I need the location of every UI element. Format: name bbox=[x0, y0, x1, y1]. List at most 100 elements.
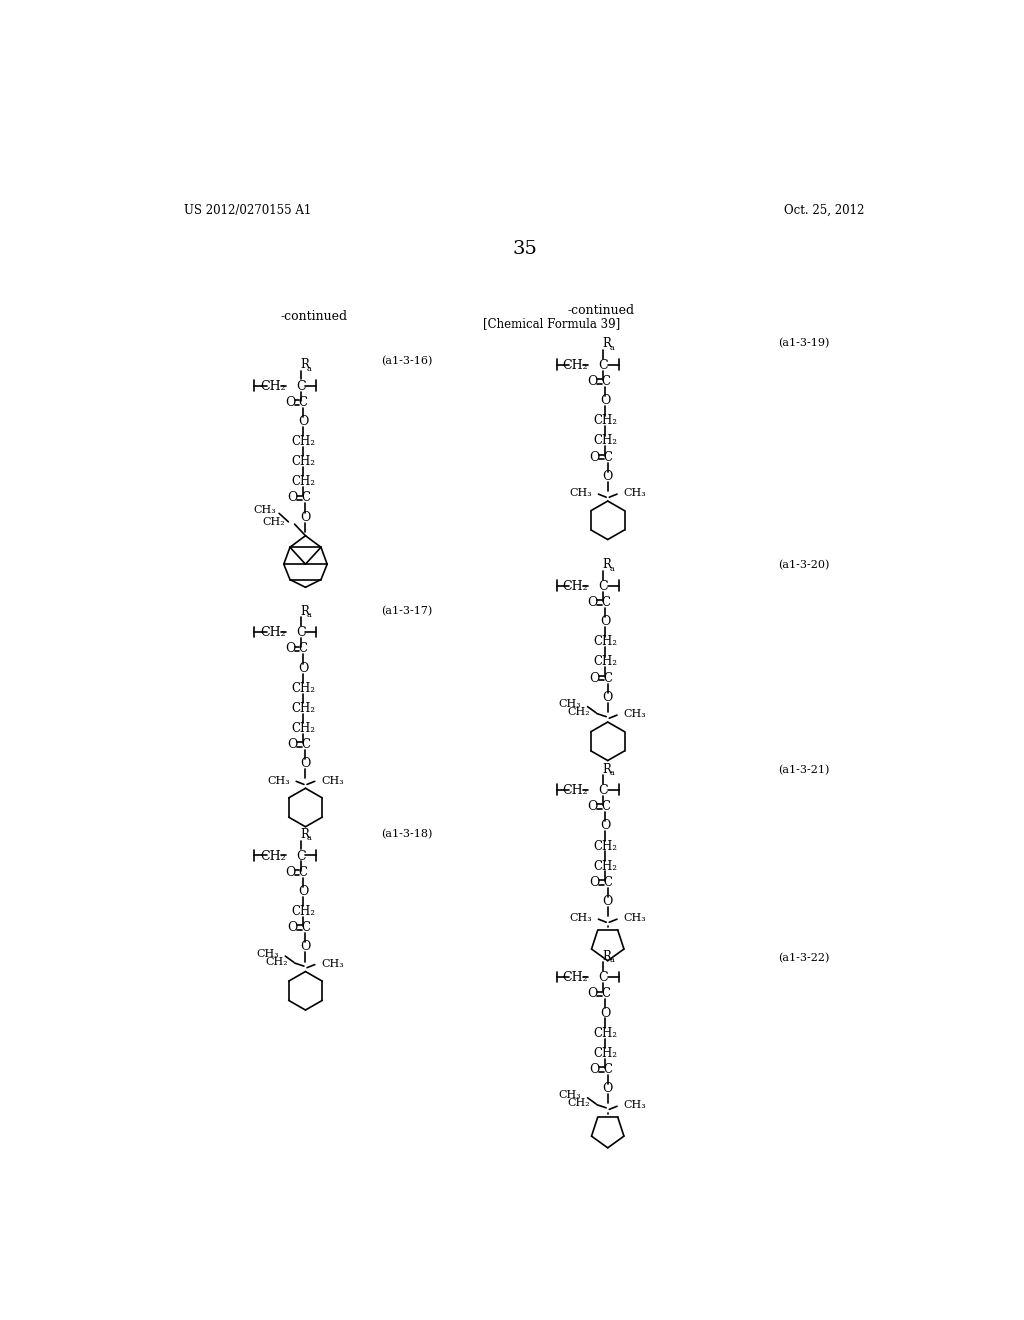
Text: C: C bbox=[601, 597, 610, 610]
Text: C: C bbox=[601, 375, 610, 388]
Text: O: O bbox=[287, 921, 298, 935]
Text: C: C bbox=[296, 626, 305, 639]
Text: CH₃: CH₃ bbox=[253, 504, 276, 515]
Text: CH₃: CH₃ bbox=[624, 913, 646, 924]
Text: CH₂: CH₂ bbox=[593, 840, 617, 853]
Text: C: C bbox=[301, 738, 310, 751]
Text: 35: 35 bbox=[512, 240, 538, 259]
Text: CH₂: CH₂ bbox=[291, 906, 315, 917]
Text: O: O bbox=[600, 395, 610, 408]
Text: O: O bbox=[298, 884, 308, 898]
Text: a: a bbox=[609, 343, 614, 352]
Text: CH₂: CH₂ bbox=[263, 517, 286, 527]
Text: Oct. 25, 2012: Oct. 25, 2012 bbox=[784, 205, 864, 218]
Text: O: O bbox=[287, 738, 298, 751]
Text: O: O bbox=[590, 1063, 600, 1076]
Text: CH₂: CH₂ bbox=[562, 579, 588, 593]
Text: (a1-3-17): (a1-3-17) bbox=[381, 606, 432, 616]
Text: C: C bbox=[603, 875, 612, 888]
Text: O: O bbox=[285, 396, 295, 409]
Text: CH₂: CH₂ bbox=[593, 656, 617, 668]
Text: O: O bbox=[590, 672, 600, 685]
Text: CH₃: CH₃ bbox=[624, 1101, 646, 1110]
Text: R: R bbox=[602, 763, 611, 776]
Text: -continued: -continued bbox=[281, 310, 347, 323]
Text: CH₂: CH₂ bbox=[260, 626, 286, 639]
Text: O: O bbox=[602, 690, 613, 704]
Text: a: a bbox=[307, 611, 312, 619]
Text: CH₃: CH₃ bbox=[321, 776, 344, 785]
Text: R: R bbox=[602, 338, 611, 351]
Text: a: a bbox=[609, 956, 614, 964]
Text: CH₂: CH₂ bbox=[593, 434, 617, 447]
Text: CH₂: CH₂ bbox=[291, 681, 315, 694]
Text: C: C bbox=[299, 643, 307, 656]
Text: CH₂: CH₂ bbox=[562, 359, 588, 372]
Text: CH₂: CH₂ bbox=[567, 708, 590, 717]
Text: (a1-3-18): (a1-3-18) bbox=[381, 829, 433, 840]
Text: O: O bbox=[602, 895, 613, 908]
Text: O: O bbox=[587, 800, 597, 813]
Text: O: O bbox=[602, 470, 613, 483]
Text: R: R bbox=[300, 605, 309, 618]
Text: C: C bbox=[598, 359, 608, 372]
Text: a: a bbox=[609, 565, 614, 573]
Text: CH₂: CH₂ bbox=[260, 850, 286, 862]
Text: a: a bbox=[609, 768, 614, 777]
Text: CH₃: CH₃ bbox=[569, 913, 592, 924]
Text: R: R bbox=[602, 949, 611, 962]
Text: -continued: -continued bbox=[567, 305, 634, 317]
Text: O: O bbox=[602, 1082, 613, 1096]
Text: CH₃: CH₃ bbox=[569, 488, 592, 499]
Text: CH₂: CH₂ bbox=[567, 1098, 590, 1109]
Text: CH₂: CH₂ bbox=[593, 414, 617, 428]
Text: a: a bbox=[307, 364, 312, 372]
Text: C: C bbox=[601, 987, 610, 1001]
Text: (a1-3-22): (a1-3-22) bbox=[778, 953, 829, 962]
Text: C: C bbox=[301, 491, 310, 504]
Text: CH₂: CH₂ bbox=[593, 859, 617, 873]
Text: CH₂: CH₂ bbox=[291, 436, 315, 449]
Text: CH₃: CH₃ bbox=[321, 958, 344, 969]
Text: O: O bbox=[298, 416, 308, 428]
Text: C: C bbox=[598, 784, 608, 797]
Text: C: C bbox=[603, 672, 612, 685]
Text: (a1-3-16): (a1-3-16) bbox=[381, 356, 433, 366]
Text: CH₂: CH₂ bbox=[291, 455, 315, 469]
Text: R: R bbox=[300, 828, 309, 841]
Text: O: O bbox=[587, 597, 597, 610]
Text: CH₂: CH₂ bbox=[291, 475, 315, 488]
Text: O: O bbox=[600, 615, 610, 628]
Text: CH₂: CH₂ bbox=[562, 972, 588, 985]
Text: (a1-3-19): (a1-3-19) bbox=[778, 338, 829, 348]
Text: CH₂: CH₂ bbox=[291, 702, 315, 714]
Text: CH₂: CH₂ bbox=[593, 1027, 617, 1040]
Text: O: O bbox=[300, 758, 310, 770]
Text: O: O bbox=[600, 1007, 610, 1019]
Text: CH₂: CH₂ bbox=[562, 784, 588, 797]
Text: a: a bbox=[307, 834, 312, 842]
Text: (a1-3-21): (a1-3-21) bbox=[778, 766, 829, 776]
Text: US 2012/0270155 A1: US 2012/0270155 A1 bbox=[183, 205, 311, 218]
Text: CH₂: CH₂ bbox=[593, 1047, 617, 1060]
Text: C: C bbox=[299, 396, 307, 409]
Text: C: C bbox=[601, 800, 610, 813]
Text: CH₃: CH₃ bbox=[624, 488, 646, 499]
Text: O: O bbox=[600, 820, 610, 833]
Text: C: C bbox=[598, 579, 608, 593]
Text: CH₃: CH₃ bbox=[267, 776, 290, 785]
Text: O: O bbox=[587, 987, 597, 1001]
Text: C: C bbox=[603, 1063, 612, 1076]
Text: CH₃: CH₃ bbox=[624, 709, 646, 719]
Text: O: O bbox=[590, 875, 600, 888]
Text: C: C bbox=[296, 380, 305, 393]
Text: CH₃: CH₃ bbox=[559, 700, 582, 709]
Text: CH₂: CH₂ bbox=[265, 957, 288, 966]
Text: CH₂: CH₂ bbox=[260, 380, 286, 393]
Text: O: O bbox=[590, 450, 600, 463]
Text: R: R bbox=[300, 358, 309, 371]
Text: CH₂: CH₂ bbox=[291, 722, 315, 735]
Text: C: C bbox=[301, 921, 310, 935]
Text: (a1-3-20): (a1-3-20) bbox=[778, 560, 829, 570]
Text: O: O bbox=[300, 511, 310, 524]
